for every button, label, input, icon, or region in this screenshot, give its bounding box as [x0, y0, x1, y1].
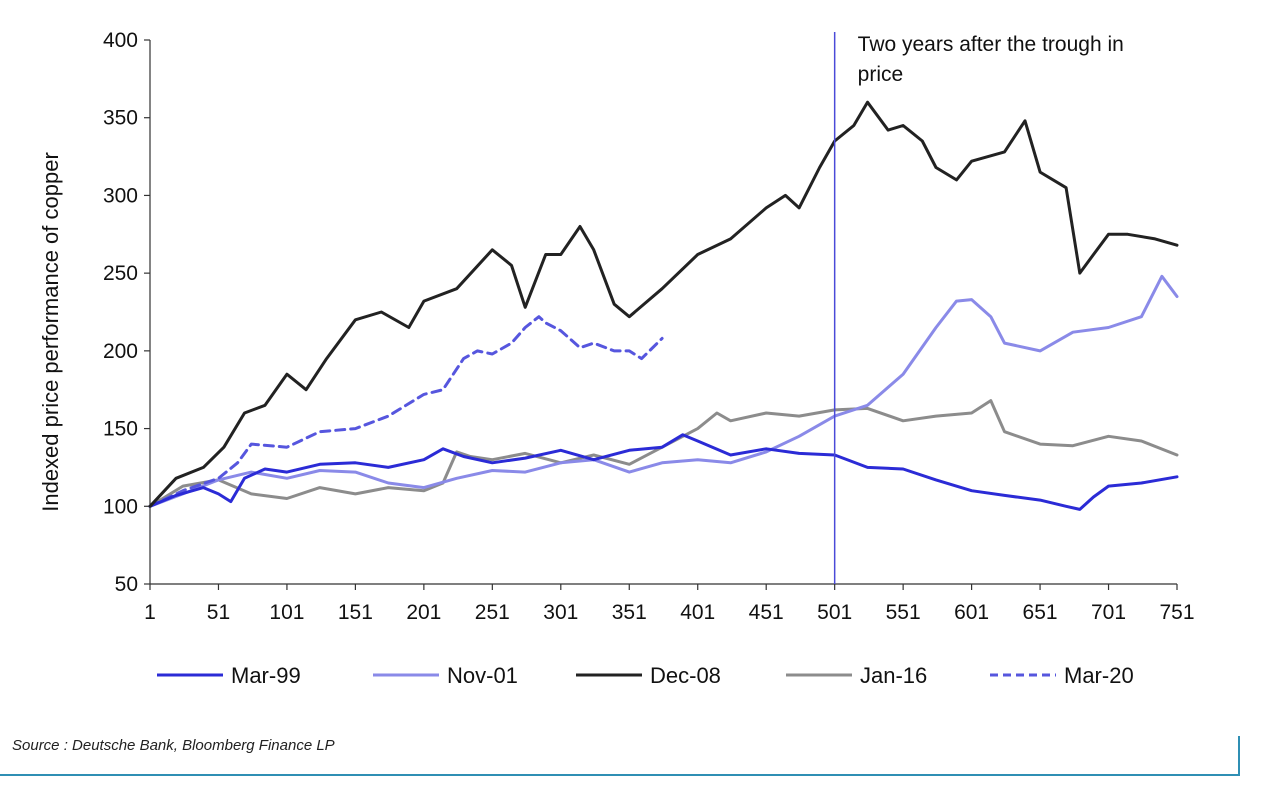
x-tick-label: 551	[886, 601, 921, 624]
series-mar-99	[148, 433, 1179, 511]
series-line	[148, 100, 1179, 508]
x-tick-label: 201	[406, 601, 441, 624]
legend-label: Mar-20	[1064, 663, 1134, 688]
y-tick-label: 250	[103, 262, 138, 285]
legend-label: Nov-01	[447, 663, 518, 688]
y-axis-title: Indexed price performance of copper	[38, 152, 63, 512]
y-tick-label: 150	[103, 418, 138, 441]
y-tick-label: 300	[103, 184, 138, 207]
series-dec-08	[148, 100, 1179, 508]
y-tick-label: 350	[103, 107, 138, 130]
y-tick-label: 400	[103, 29, 138, 52]
x-tick-label: 501	[817, 601, 852, 624]
legend-label: Mar-99	[231, 663, 301, 688]
x-tick-label: 601	[954, 601, 989, 624]
legend-label: Jan-16	[860, 663, 927, 688]
x-tick-label: 651	[1023, 601, 1058, 624]
legend: Mar-99 Nov-01 Dec-08 Jan-16 Mar-20	[157, 663, 1134, 688]
series-line	[148, 274, 1179, 508]
footer-rule	[0, 774, 1240, 776]
y-tick-label: 50	[115, 573, 138, 596]
series-layer	[148, 100, 1179, 511]
legend-label: Dec-08	[650, 663, 721, 688]
annotation-text: Two years after the trough in	[858, 33, 1124, 56]
x-tick-label: 101	[269, 601, 304, 624]
x-tick-label: 701	[1091, 601, 1126, 624]
annotation-layer: Two years after the trough in price	[833, 32, 1124, 584]
x-tick-label: 251	[475, 601, 510, 624]
series-line	[148, 399, 1179, 508]
series-jan-16	[148, 399, 1179, 508]
series-nov-01	[148, 274, 1179, 508]
series-line	[148, 433, 1179, 511]
x-tick-label: 401	[680, 601, 715, 624]
series-line	[148, 315, 664, 508]
y-tick-label: 200	[103, 340, 138, 363]
footer-rule-tick	[1238, 736, 1240, 776]
source-note: Source : Deutsche Bank, Bloomberg Financ…	[12, 737, 335, 754]
x-tick-label: 151	[338, 601, 373, 624]
y-tick-label: 100	[103, 495, 138, 518]
annotation-text: price	[858, 63, 904, 86]
x-tick-label: 451	[749, 601, 784, 624]
x-tick-label: 1	[144, 601, 156, 624]
x-tick-label: 751	[1159, 601, 1194, 624]
series-mar-20	[148, 315, 664, 508]
x-tick-label: 51	[207, 601, 230, 624]
x-tick-label: 301	[543, 601, 578, 624]
x-tick-label: 351	[612, 601, 647, 624]
